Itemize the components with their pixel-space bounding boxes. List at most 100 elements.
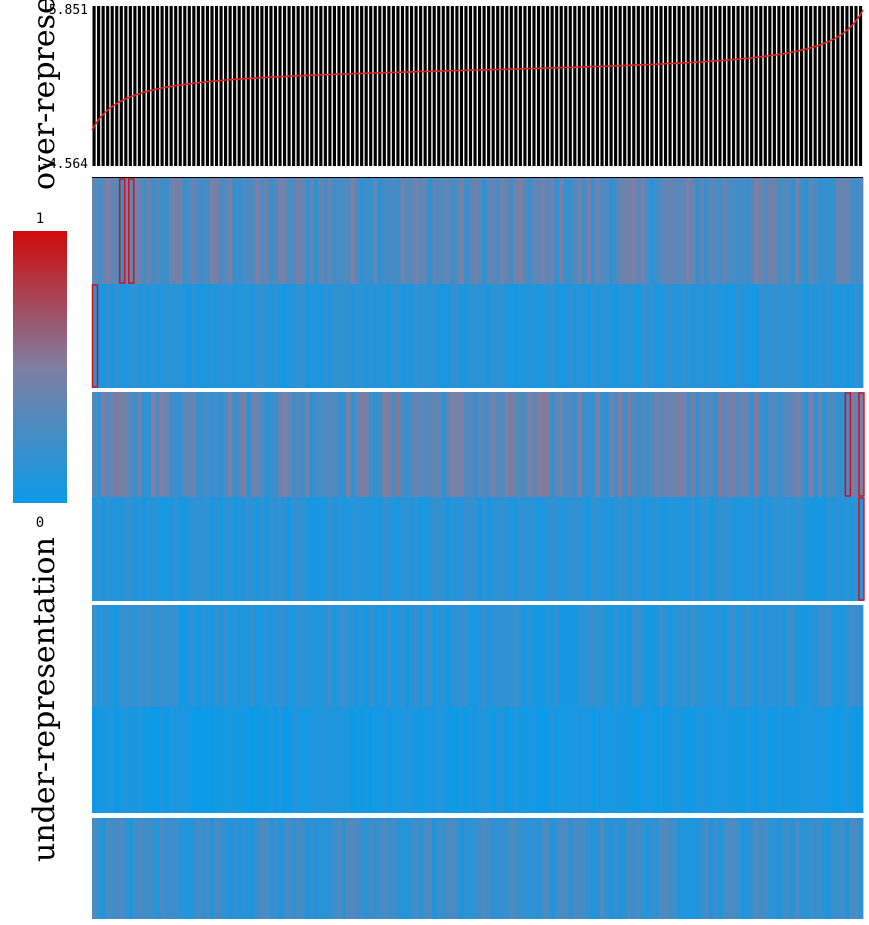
heatmap-cell: [667, 284, 673, 388]
heatmap-cell: [468, 497, 474, 601]
heatmap-cell: [214, 707, 220, 813]
top-bar: [627, 6, 631, 166]
heatmap-cell: [781, 707, 787, 813]
heatmap-cell: [486, 178, 492, 284]
heatmap-cell: [110, 605, 116, 707]
heatmap-cell: [155, 707, 161, 813]
heatmap-cell: [423, 392, 429, 497]
heatmap-cell: [726, 284, 732, 388]
top-bar: [428, 6, 432, 166]
heatmap-cell: [309, 284, 315, 388]
heatmap-cell: [699, 818, 705, 919]
heatmap-cell: [309, 605, 315, 707]
heatmap-cell: [141, 605, 147, 707]
heatmap-cell: [345, 178, 351, 284]
heatmap-cell: [441, 818, 447, 919]
heatmap-cell: [699, 707, 705, 813]
heatmap-cell: [459, 392, 465, 497]
heatmap-cell: [849, 284, 855, 388]
top-bar: [591, 6, 595, 166]
heatmap-cell: [540, 497, 546, 601]
heatmap-cell: [101, 284, 107, 388]
heatmap-cell: [554, 392, 560, 497]
heatmap-cell: [377, 284, 383, 388]
heatmap-cell: [826, 707, 832, 813]
heatmap-cell: [441, 707, 447, 813]
heatmap-cell: [822, 497, 828, 601]
heatmap-cell: [590, 818, 596, 919]
top-bar: [110, 6, 114, 166]
heatmap-cell: [713, 818, 719, 919]
heatmap-cell: [427, 284, 433, 388]
heatmap-cell: [799, 178, 805, 284]
heatmap-cell: [813, 392, 819, 497]
heatmap-cell: [513, 392, 519, 497]
top-bar: [677, 6, 681, 166]
heatmap-cell: [436, 707, 442, 813]
heatmap-cell: [255, 707, 261, 813]
heatmap-cell: [504, 284, 510, 388]
heatmap-cell: [114, 284, 120, 388]
top-bar: [609, 6, 613, 166]
heatmap-cell: [150, 178, 156, 284]
top-bar: [514, 6, 518, 166]
heatmap-cell: [681, 818, 687, 919]
heatmap-cell: [713, 605, 719, 707]
heatmap-cell: [355, 497, 360, 601]
heatmap-cell: [250, 605, 256, 707]
top-bar: [233, 6, 237, 166]
heatmap-cell: [536, 707, 542, 813]
heatmap-cell: [513, 284, 519, 388]
heatmap-cell: [432, 497, 438, 601]
heatmap-cell: [518, 392, 524, 497]
heatmap-cell: [559, 605, 565, 707]
heatmap-cell: [613, 818, 619, 919]
heatmap-cell: [550, 392, 555, 497]
top-bar: [301, 6, 305, 166]
top-bar: [682, 6, 686, 166]
heatmap-cell: [826, 178, 832, 284]
heatmap-cell: [559, 818, 565, 919]
heatmap-cell: [604, 178, 610, 284]
heatmap-cell: [604, 392, 610, 497]
heatmap-cell: [522, 605, 528, 707]
heatmap-cell: [164, 707, 170, 813]
top-bar: [97, 6, 101, 166]
heatmap-cell: [853, 392, 859, 497]
colorbar: [13, 231, 67, 503]
heatmap-cell: [404, 605, 410, 707]
heatmap-cell: [250, 707, 256, 813]
heatmap-cell: [599, 284, 605, 388]
heatmap-cell: [137, 497, 143, 601]
heatmap-cell: [282, 497, 288, 601]
heatmap-cell: [477, 605, 483, 707]
heatmap-cell: [658, 497, 664, 601]
heatmap-cell: [441, 392, 447, 497]
heatmap-cell: [772, 707, 778, 813]
heatmap-cell: [740, 707, 746, 813]
heatmap-cell: [128, 605, 134, 707]
heatmap-cell: [790, 605, 796, 707]
heatmap-cell: [550, 605, 555, 707]
top-bar: [192, 6, 196, 166]
heatmap-cell: [96, 818, 102, 919]
top-bar: [736, 6, 740, 166]
heatmap-cell: [500, 605, 506, 707]
heatmap-cell: [110, 818, 116, 919]
heatmap-cell: [717, 818, 723, 919]
heatmap-cell: [699, 178, 705, 284]
heatmap-cell: [169, 605, 175, 707]
heatmap-cell: [395, 284, 401, 388]
heatmap-cell: [273, 178, 279, 284]
heatmap-cell: [804, 392, 809, 497]
heatmap-cell: [345, 284, 351, 388]
heatmap-cell: [200, 392, 206, 497]
heatmap-cell: [518, 707, 524, 813]
heatmap-cell: [763, 284, 769, 388]
top-bar: [382, 6, 386, 166]
heatmap-cell: [436, 605, 442, 707]
heatmap-cell: [368, 707, 374, 813]
heatmap-cell: [132, 497, 138, 601]
heatmap-cell: [840, 178, 846, 284]
heatmap-cell: [318, 707, 324, 813]
